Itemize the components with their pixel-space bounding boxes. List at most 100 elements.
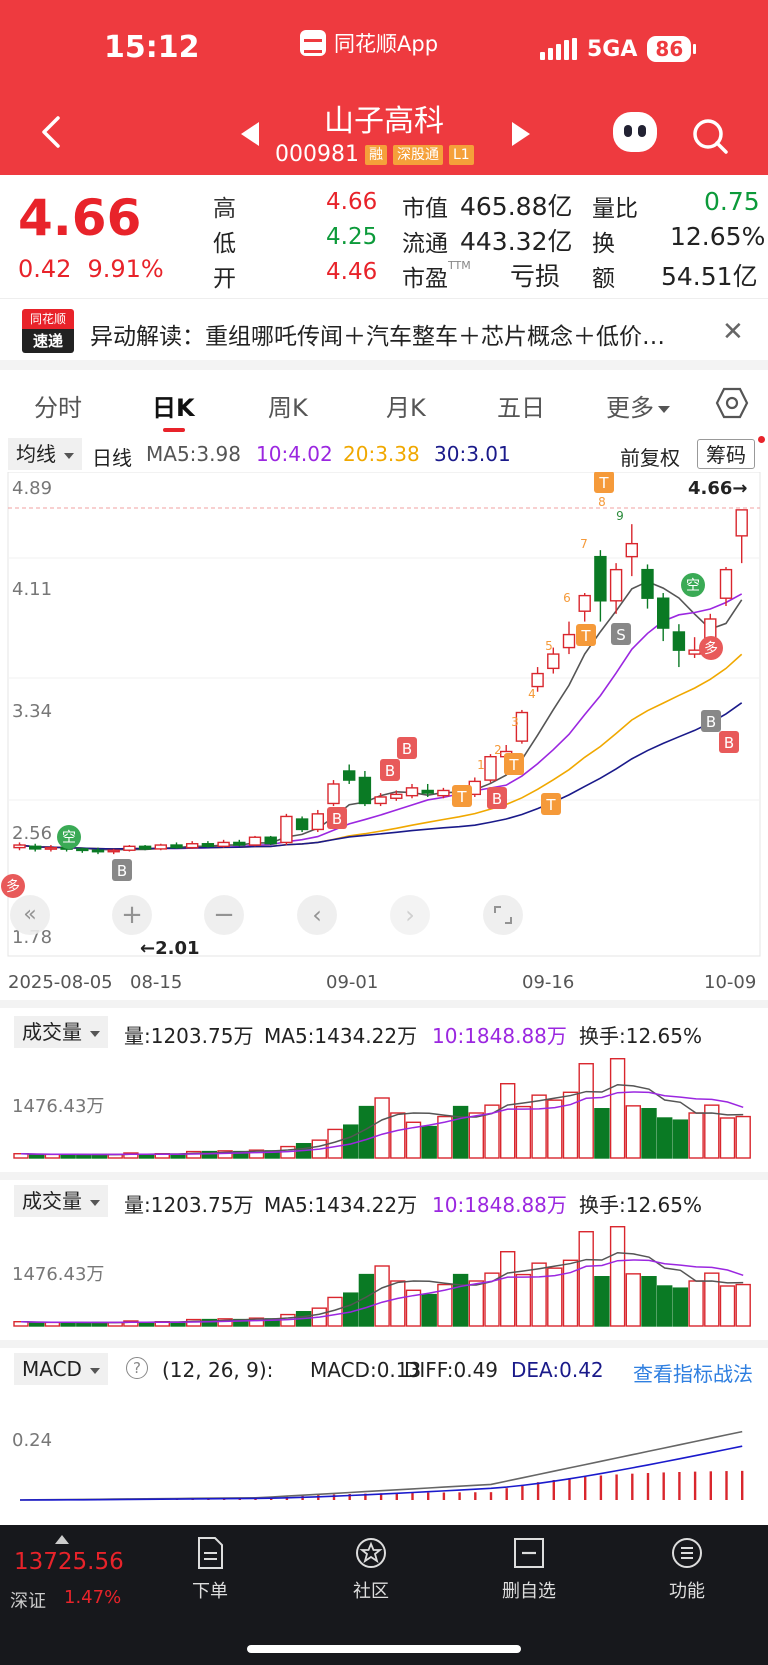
volume-bar [452,1273,469,1327]
tab-more-label: 更多 [606,394,654,422]
kline-candle [138,845,152,850]
volume-bar [201,1318,218,1327]
buy-signal-badge: B [719,731,739,753]
volume-bar [672,1287,689,1327]
prev-stock-icon[interactable] [241,122,259,146]
search-icon[interactable] [690,116,730,156]
tab-more[interactable]: 更多 [606,388,670,423]
volume-bar [657,1117,673,1159]
kline-candle [672,631,686,651]
kline-candle [421,789,434,794]
current-price: 4.66 [18,189,142,247]
indicator-dropdown[interactable]: 均线 [8,438,82,470]
chip-button[interactable]: 筹码 [697,439,755,469]
close-icon[interactable]: ✕ [722,317,744,347]
header: 15:12 同花顺App 5GA 86 山子高科 000981 融 深股通 L1 [0,0,768,175]
trade-signal-badge-text: T [545,796,556,814]
volume-bar [217,1318,233,1327]
volume-bar [562,1091,579,1159]
volume-bar [515,1105,532,1159]
chevron-down-icon [90,1199,100,1206]
volume-dropdown-2[interactable]: 成交量 [14,1185,108,1217]
zoom-out-icon[interactable]: − [204,895,244,935]
macd-dropdown[interactable]: MACD [14,1353,108,1385]
nav-order[interactable]: 下单 [155,1535,265,1603]
nav-remove-watchlist[interactable]: 删自选 [474,1535,584,1603]
buy-signal-badge-text: B [385,762,395,780]
volume-dropdown-1[interactable]: 成交量 [14,1016,108,1048]
step-left-icon[interactable]: ‹ [297,895,337,935]
zoom-in-icon[interactable]: + [112,895,152,935]
ma30-value: 30:3.01 [434,442,511,466]
volume-bar [437,1283,453,1327]
settings-hex-icon[interactable] [715,386,749,420]
adjust-toggle[interactable]: 前复权 [620,446,680,470]
short-signal-icon-text: 空 [62,830,76,846]
nav-functions[interactable]: 功能 [632,1535,742,1603]
k-xlabel-2: 09-01 [326,972,379,993]
next-stock-icon[interactable] [512,122,530,146]
tab-five-day[interactable]: 五日 [497,394,545,422]
nav-community[interactable]: 社区 [316,1535,426,1603]
kline-candle [29,845,42,850]
help-icon[interactable]: ? [126,1357,148,1379]
volume-bar [374,1265,390,1327]
strategy-link[interactable]: 查看指标战法 [633,1362,753,1386]
tab-monthly[interactable]: 月K [386,394,426,422]
kline-candle [154,844,168,850]
tab-daily[interactable]: 日K [152,394,195,422]
nine-turn-number: 2 [494,743,502,757]
tag-connect: 深股通 [392,144,443,165]
kline-candles [13,509,748,855]
divider [0,360,768,370]
bottom-nav: 13725.56 深证 1.47% 下单 社区 删自选 功能 [0,1525,768,1665]
volume-bar [578,1063,594,1159]
buy-signal-badge: B [397,737,417,759]
news-logo: 同花顺 速递 [22,309,74,355]
high-value: 4.66 [326,189,378,215]
document-icon [198,1537,223,1569]
buy-signal-badge: B [487,787,507,809]
tag-level: L1 [448,144,474,165]
tab-intraday[interactable]: 分时 [34,394,82,422]
tab-weekly[interactable]: 周K [268,394,308,422]
kline-candle [735,509,748,537]
volume-bar [531,1262,547,1327]
period-tabs: 分时 日K 周K 月K 五日 更多 [0,372,768,434]
kline-candle [625,542,638,558]
news-text[interactable]: 异动解读：重组哪吒传闻＋汽车整车＋芯片概念＋低价… [90,324,665,350]
fullscreen-icon[interactable] [483,895,523,935]
kline-candle [185,843,199,849]
trade-signal-badge-bg [541,793,561,815]
volume-bar [500,1251,516,1327]
trade-signal-badge-bg [504,753,524,775]
nav-community-label: 社区 [353,1581,389,1602]
kline-candle [123,845,136,851]
index-value[interactable]: 13725.56 [14,1549,124,1575]
high-row: 高 [213,189,236,223]
status-app-name: 同花顺App [334,32,439,56]
step-right-icon[interactable]: › [390,895,430,935]
scroll-left-icon[interactable]: « [10,895,50,935]
trade-signal-badge-bg [576,624,596,646]
turnover-value: 12.65% [670,222,766,251]
kline-ma5-line [19,580,743,851]
divider [0,1340,768,1348]
kline-candle [515,711,529,742]
volume-bar [468,1280,484,1327]
float-label: 流通 [402,231,448,257]
volume-bar [594,1276,610,1327]
volume-bar [343,1292,359,1327]
back-icon[interactable] [36,112,66,152]
k-xlabel-1: 08-15 [130,972,183,993]
indicator-dropdown-label: 均线 [16,442,56,466]
short-signal-icon-bg [681,573,705,597]
volume-bar [704,1104,720,1159]
news-banner[interactable]: 同花顺 速递 异动解读：重组哪吒传闻＋汽车整车＋芯片概念＋低价… ✕ [0,298,768,360]
pe-value: 亏损 [510,262,561,291]
kline-candle [248,836,262,846]
last-price-tag: 4.66→ [688,478,748,499]
assistant-robot-icon[interactable] [613,112,657,152]
